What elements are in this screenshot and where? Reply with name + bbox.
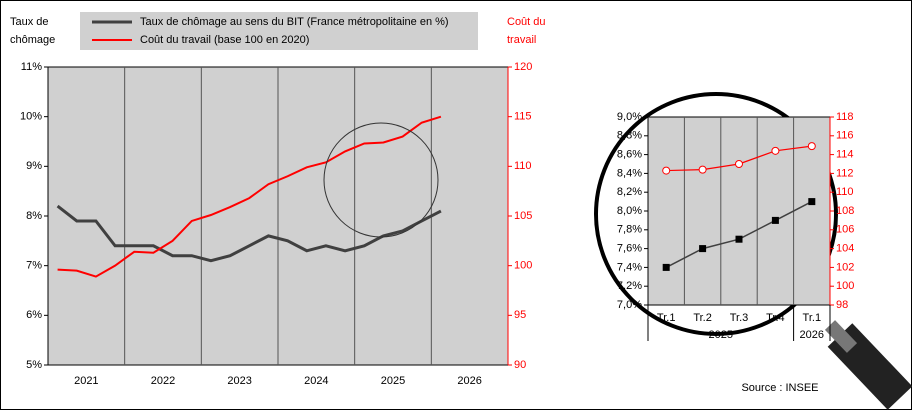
- x-tick-label: 2022: [151, 375, 175, 387]
- y-tick-label: 8%: [26, 210, 42, 222]
- magnifier-neck: [824, 320, 858, 353]
- x-tick-label: Tr.3: [730, 312, 749, 324]
- y2-tick-label: 90: [514, 359, 526, 371]
- y2-tick-label: 108: [836, 205, 854, 217]
- y2-tick-label: 114: [836, 149, 854, 161]
- y-tick-label: 11%: [21, 61, 42, 73]
- y-tick-label: 8,0%: [617, 205, 642, 217]
- plot-area: [647, 116, 831, 306]
- y2-tick-label: 110: [514, 160, 532, 172]
- marker: [808, 198, 816, 206]
- marker: [735, 235, 743, 243]
- marker: [735, 160, 743, 168]
- y-axis-title: chômage: [10, 34, 55, 46]
- legend-box: [80, 12, 478, 50]
- x-tick-label: Tr.1: [803, 312, 822, 324]
- x-group-label: 2026: [800, 329, 824, 341]
- x-group-label: 2025: [709, 329, 733, 341]
- y-tick-label: 9%: [26, 160, 42, 172]
- x-tick-label: 2021: [74, 375, 98, 387]
- y2-tick-label: 110: [836, 186, 854, 198]
- y2-tick-label: 104: [836, 243, 854, 255]
- y-tick-label: 7,2%: [617, 280, 642, 292]
- x-tick-label: 2024: [304, 375, 328, 387]
- zoom-marker: [323, 122, 439, 238]
- series-line: [56, 204, 442, 263]
- y-tick-label: 8,6%: [617, 149, 642, 161]
- y-tick-label: 5%: [26, 359, 42, 371]
- x-tick-label: 2026: [457, 375, 481, 387]
- y2-tick-label: 112: [836, 167, 854, 179]
- plot-layer: 5% 6% 7% 8% 9% 10% 11% 90 95 100 105 110 115 120 2021 2…: [10, 16, 854, 387]
- y2-tick-label: 120: [514, 61, 532, 73]
- y2-tick-label: 116: [836, 130, 854, 142]
- x-tick-label: Tr.1: [657, 312, 676, 324]
- y2-tick-label: 100: [836, 280, 854, 292]
- marker: [771, 216, 779, 224]
- y2-tick-label: 98: [836, 299, 848, 311]
- marker: [698, 165, 707, 174]
- y2-tick-label: 106: [836, 224, 854, 236]
- y-tick-label: 7,8%: [617, 224, 642, 236]
- y-tick-label: 7,0%: [617, 299, 642, 311]
- x-tick-label: 2023: [227, 375, 251, 387]
- y2-tick-label: 118: [836, 111, 854, 123]
- legend-label: Coût du travail (base 100 en 2020): [140, 34, 309, 46]
- y-tick-label: 9,0%: [617, 111, 642, 123]
- x-tick-label: Tr.4: [766, 312, 785, 324]
- legend-label: Taux de chômage au sens du BIT (France m…: [140, 16, 449, 28]
- y-tick-label: 7,6%: [617, 243, 642, 255]
- y2-tick-label: 95: [514, 309, 526, 321]
- y-tick-label: 7%: [26, 260, 42, 272]
- marker: [662, 263, 670, 271]
- y-tick-label: 10%: [20, 111, 42, 123]
- y-tick-label: 8,8%: [617, 130, 642, 142]
- y2-tick-label: 115: [514, 111, 532, 123]
- y2-tick-label: 102: [836, 261, 854, 273]
- x-tick-label: 2025: [381, 375, 405, 387]
- y-tick-label: 8,4%: [617, 167, 642, 179]
- y2-axis-title: travail: [507, 34, 536, 46]
- x-tick-label: Tr.2: [693, 312, 712, 324]
- series-line: [57, 115, 442, 278]
- y2-tick-label: 105: [514, 210, 532, 222]
- marker: [662, 166, 671, 175]
- marker: [699, 245, 707, 253]
- marker: [771, 146, 780, 155]
- source: Source : INSEE: [741, 382, 818, 394]
- y2-axis-title: Coût du: [507, 16, 546, 28]
- y-tick-label: 8,2%: [617, 186, 642, 198]
- y2-tick-label: 100: [514, 260, 532, 272]
- y-axis-title: Taux de: [10, 16, 49, 28]
- y-tick-label: 7,4%: [617, 261, 642, 273]
- y-tick-label: 6%: [26, 309, 42, 321]
- marker: [807, 142, 816, 151]
